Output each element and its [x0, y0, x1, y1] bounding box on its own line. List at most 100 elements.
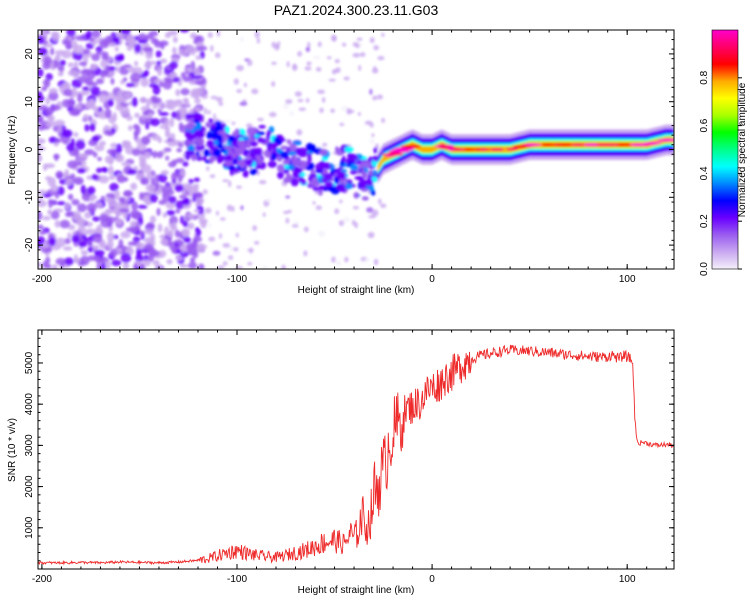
heat-cell [140, 77, 149, 88]
heat-cell [363, 258, 371, 262]
heat-cell [162, 212, 168, 218]
ridge-peak [656, 138, 674, 142]
heat-cell [38, 115, 44, 124]
heat-cell [86, 71, 96, 80]
heat-cell [373, 258, 379, 266]
heat-cell [40, 243, 50, 248]
heat-cell [85, 30, 93, 40]
heat-cell [191, 51, 196, 56]
heat-cell [172, 36, 178, 43]
heat-cell [145, 33, 154, 40]
heat-cell [377, 56, 385, 61]
heat-cell [72, 210, 82, 221]
heat-cell [312, 201, 316, 205]
heat-cell [106, 148, 118, 155]
heat-cell [145, 98, 151, 109]
heat-cell [41, 30, 47, 38]
heat-cell [271, 61, 277, 66]
ridge-cell [288, 151, 297, 156]
heat-cell [145, 49, 154, 60]
heat-cell [338, 220, 345, 227]
heat-cell [61, 129, 72, 138]
heat-cell [127, 169, 137, 175]
heat-cell [145, 184, 156, 192]
heat-cell [72, 40, 78, 51]
ridge-cell [277, 171, 284, 179]
heat-cell [130, 182, 138, 191]
heat-cell [71, 87, 77, 97]
ridge-cell [248, 132, 253, 141]
heat-cell [351, 219, 356, 226]
heat-cell [131, 201, 138, 211]
heat-cell [178, 49, 188, 56]
heat-cell [142, 259, 151, 267]
heat-cell [73, 132, 79, 138]
spectrogram-x-tick-label: -100 [227, 274, 247, 285]
ridge-peak [451, 147, 466, 152]
heat-cell [170, 172, 178, 181]
heat-cell [193, 88, 205, 95]
heat-cell [239, 101, 248, 106]
heat-cell [296, 129, 303, 136]
ridge-cell [276, 164, 285, 172]
heat-cell [285, 217, 290, 224]
heat-cell [287, 209, 292, 214]
ridge-cell [249, 168, 258, 175]
heat-cell [139, 157, 147, 167]
heat-cell [80, 249, 88, 256]
heat-cell [157, 223, 163, 233]
heat-cell [371, 209, 379, 217]
heat-cell [38, 262, 42, 268]
heat-cell [149, 118, 161, 127]
snr-x-tick-label: -200 [32, 574, 52, 585]
ridge-peak [603, 143, 619, 147]
heat-cell [139, 217, 144, 226]
heat-cell [186, 222, 195, 230]
heat-cell [133, 212, 141, 220]
ridge-peak [439, 143, 446, 147]
ridge-cell [214, 126, 224, 132]
snr-y-tick-label: 2000 [24, 475, 35, 498]
heat-cell [122, 77, 128, 82]
heat-cell [247, 261, 253, 266]
heat-cell [222, 261, 228, 266]
heat-cell [372, 95, 378, 101]
heat-cell [207, 32, 213, 39]
colorbar-label: Normalized spectral amplitude [737, 82, 748, 217]
heat-cell [87, 186, 96, 195]
spectrogram-y-tick-label: -20 [24, 237, 35, 252]
ridge-cell [341, 155, 346, 162]
spectrogram-x-axis-label: Height of straight line (km) [298, 285, 415, 296]
heat-cell [99, 39, 110, 49]
heat-cell [194, 80, 205, 86]
heat-cell [54, 220, 61, 228]
heat-cell [372, 66, 377, 71]
heat-cell [47, 209, 53, 215]
ridge-cell [291, 158, 301, 166]
heat-cell [129, 220, 137, 228]
spectrogram-x-tick-label: 100 [619, 274, 636, 285]
heat-cell [135, 254, 144, 262]
heat-cell [126, 34, 136, 45]
heat-cell [240, 205, 244, 211]
heat-cell [182, 229, 189, 238]
heat-cell [57, 65, 65, 72]
heat-cell [38, 94, 45, 102]
heat-cell [48, 88, 58, 94]
heat-cell [71, 198, 80, 206]
heat-cell [54, 153, 59, 162]
heat-cell [73, 147, 80, 158]
heat-cell [110, 77, 115, 85]
heat-cell [48, 91, 59, 101]
ridge-peak [643, 141, 662, 145]
heat-cell [159, 58, 168, 64]
heat-cell [196, 45, 208, 51]
heat-cell [121, 161, 132, 167]
ridge-cell [266, 129, 272, 138]
heat-cell [169, 215, 178, 225]
heat-cell [55, 237, 66, 248]
heat-cell [236, 185, 243, 189]
heat-cell [236, 89, 243, 94]
heat-cell [112, 111, 117, 122]
